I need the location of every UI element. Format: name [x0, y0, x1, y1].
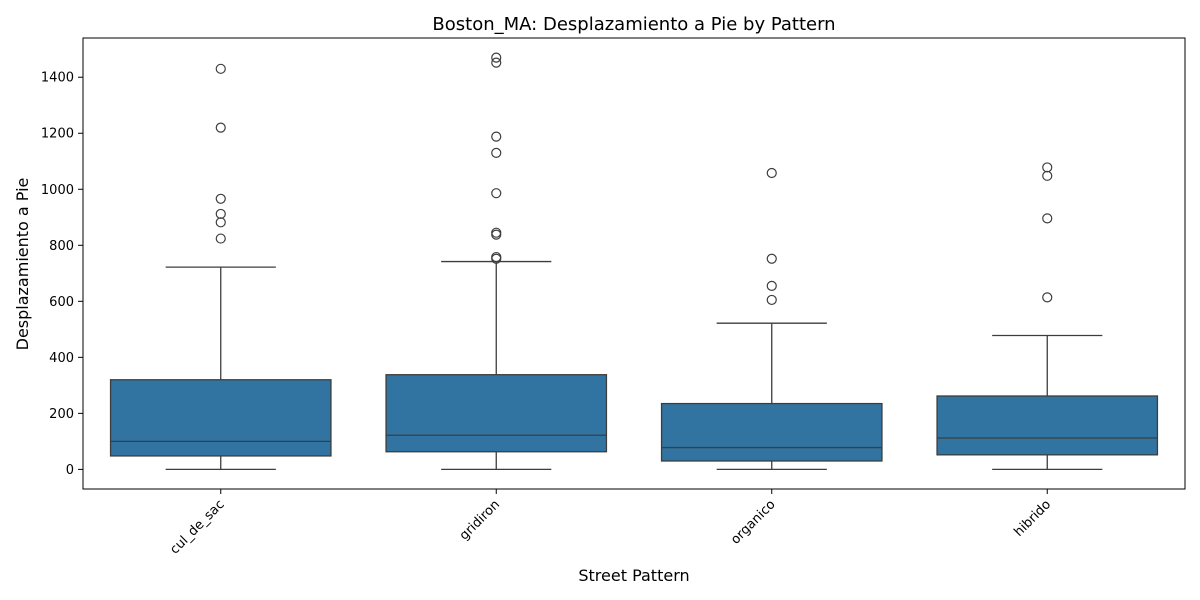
outlier-point	[491, 227, 502, 238]
outlier-point	[491, 131, 502, 142]
outlier-point	[766, 280, 777, 292]
outlier-point	[766, 294, 777, 306]
box-cul_de_sac	[109, 379, 332, 457]
outlier-point	[766, 167, 777, 179]
y-tick-label: 1400	[41, 71, 74, 86]
y-tick-label: 400	[49, 351, 74, 366]
outlier-point	[215, 217, 226, 228]
outlier-point	[491, 52, 502, 63]
outlier-point	[1042, 170, 1053, 181]
outlier-point	[215, 193, 226, 204]
box-hibrido	[936, 395, 1159, 456]
y-tick-label: 800	[49, 239, 74, 254]
axes-frame	[82, 37, 1186, 490]
outlier-point	[491, 253, 502, 264]
outlier-point	[215, 122, 226, 133]
y-tick-label: 0	[66, 463, 74, 478]
chart-title: Boston_MA: Desplazamiento a Pie by Patte…	[432, 14, 835, 35]
outlier-point	[1042, 292, 1053, 303]
outlier-point	[491, 188, 502, 199]
outlier-point	[215, 208, 226, 220]
x-tick-label: organico	[728, 497, 778, 547]
x-tick-label: cul_de_sac	[167, 497, 227, 557]
x-tick-label: gridiron	[457, 497, 503, 543]
outlier-point	[766, 253, 777, 264]
outlier-point	[1042, 213, 1053, 224]
plot-area: cul_de_sac gridiron organico hibrido 0 200 400…	[41, 37, 1186, 557]
outlier-point	[215, 233, 226, 244]
box-gridiron	[385, 374, 608, 453]
outlier-point	[215, 63, 226, 74]
x-axis-label: Street Pattern	[578, 566, 689, 585]
outlier-point	[1042, 162, 1053, 173]
outlier-point	[491, 147, 502, 158]
outlier-point	[491, 57, 502, 68]
y-tick-label: 1000	[41, 183, 74, 198]
y-axis-label: Desplazamiento a Pie	[13, 178, 32, 351]
y-tick-label: 200	[49, 407, 74, 422]
box-organico	[660, 402, 883, 462]
y-tick-label: 1200	[41, 127, 74, 142]
y-tick-label: 600	[49, 295, 74, 310]
outlier-point	[491, 229, 502, 240]
x-tick-label: hibrido	[1011, 497, 1054, 540]
